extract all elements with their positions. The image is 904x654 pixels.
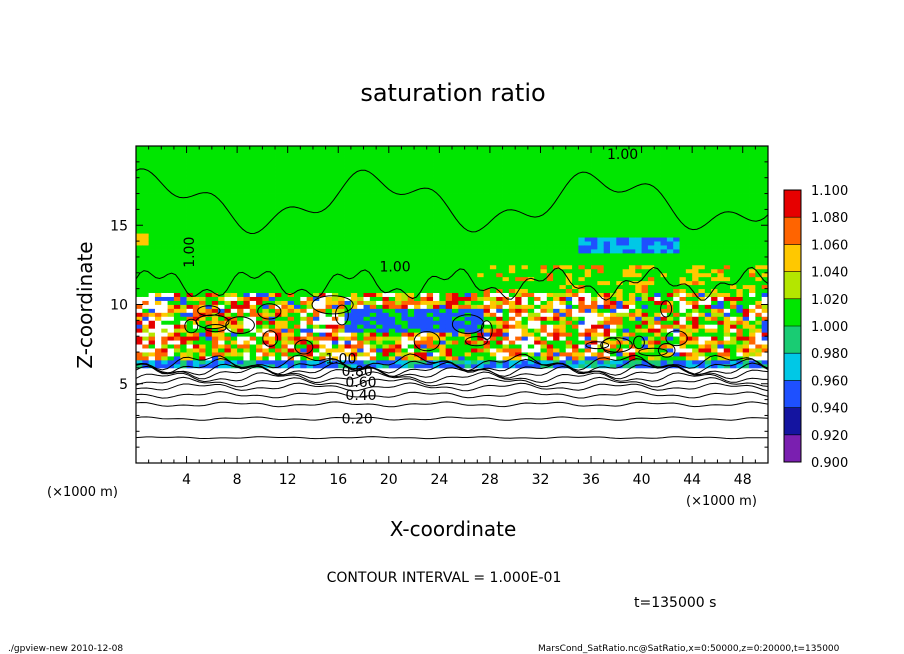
contour-label: 0.40 <box>345 388 376 404</box>
colorbar-tick-label: 1.040 <box>811 266 848 281</box>
y-axis-ticks: 5 10 15 <box>110 161 768 448</box>
colorbar-swatch <box>784 217 801 245</box>
colorbar-swatch <box>784 407 801 436</box>
colorbar-tick-label: 0.900 <box>811 456 848 471</box>
colorbar-swatch <box>784 380 801 408</box>
colorbar-tick-label: 0.920 <box>811 429 848 444</box>
colorbar-swatch <box>784 326 801 354</box>
colorbar-swatch <box>784 434 801 463</box>
x-tick-label: 8 <box>233 472 242 488</box>
x-tick-label: 44 <box>683 472 701 488</box>
chart-title: saturation ratio <box>360 79 545 107</box>
colorbar-swatch <box>784 298 801 327</box>
colorbar-tick-label: 1.080 <box>811 211 848 226</box>
x-tick-label: 24 <box>430 472 448 488</box>
time-label: t=135000 s <box>634 595 716 611</box>
y-tick-label: 10 <box>110 298 128 314</box>
colorbar-tick-label: 0.980 <box>811 347 848 362</box>
colorbar-tick-label: 0.960 <box>811 374 848 389</box>
colorbar-tick-label: 1.000 <box>811 320 848 335</box>
x-tick-label: 28 <box>481 472 499 488</box>
colorbar-tick-label: 1.060 <box>811 238 848 253</box>
colorbar-tick-label: 1.100 <box>811 184 848 199</box>
contour-label: 1.00 <box>380 260 411 276</box>
contour-interval-text: CONTOUR INTERVAL = 1.000E-01 <box>327 570 562 586</box>
x-unit-left-label: (×1000 m) <box>47 485 118 500</box>
x-tick-label: 16 <box>329 472 347 488</box>
contour-label: 1.00 <box>607 147 638 163</box>
contour-label: 0.60 <box>345 375 376 391</box>
x-unit-label: (×1000 m) <box>686 494 757 509</box>
x-tick-label: 36 <box>582 472 600 488</box>
contour-label: 1.00 <box>182 237 198 268</box>
y-tick-label: 5 <box>119 377 128 393</box>
x-tick-label: 4 <box>182 472 191 488</box>
contour-label: 0.20 <box>342 412 373 428</box>
colorbar-tick-label: 1.020 <box>811 293 848 308</box>
x-tick-label: 12 <box>279 472 297 488</box>
contour-labels: 1.001.00 1.001.000.800.600.400.20 <box>182 147 638 428</box>
x-tick-label: 48 <box>734 472 752 488</box>
x-tick-label: 40 <box>633 472 651 488</box>
contour-label: 0.80 <box>342 364 373 380</box>
colorbar-swatch <box>784 271 801 300</box>
saturation-field <box>136 146 769 464</box>
footer-right: MarsCond_SatRatio.nc@SatRatio,x=0:50000,… <box>538 644 840 654</box>
y-axis-label: Z-coordinate <box>73 241 97 368</box>
colorbar-swatch <box>784 190 801 218</box>
colorbar-swatch <box>784 244 801 272</box>
contour-lines <box>135 168 769 440</box>
colorbar: 0.900 0.920 0.940 0.960 0.980 1.000 1.020 1.040… <box>783 184 848 471</box>
x-tick-label: 20 <box>380 472 398 488</box>
x-tick-label: 32 <box>532 472 550 488</box>
x-axis-ticks: 4 8 12 16 20 24 28 32 36 40 44 48 <box>148 146 756 488</box>
contour-label: 1.00 <box>325 351 356 367</box>
colorbar-swatch <box>784 353 801 381</box>
x-axis-label: X-coordinate <box>390 517 517 541</box>
footer-left: ./gpview-new 2010-12-08 <box>8 644 123 654</box>
colorbar-tick-label: 0.940 <box>811 402 848 417</box>
y-tick-label: 15 <box>110 218 128 234</box>
